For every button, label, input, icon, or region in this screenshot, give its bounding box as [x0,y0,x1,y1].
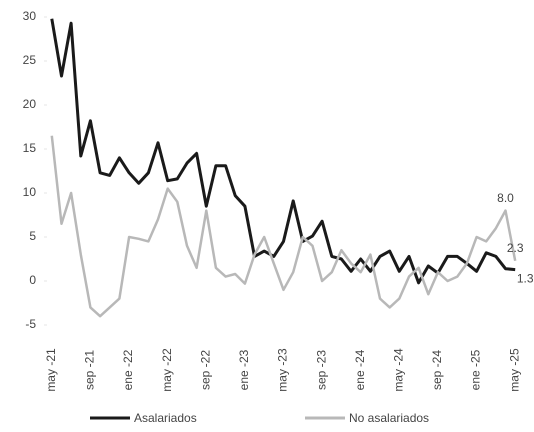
y-tick-label: 30 [23,9,37,23]
x-tick-label: may -23 [276,348,290,392]
x-tick-label: sep -22 [198,350,212,390]
legend-label: No asalariados [349,411,429,425]
series-line [50,18,516,285]
x-tick-label: may -22 [160,348,174,392]
legend-label: Asalariados [134,411,197,425]
y-tick-label: 15 [23,141,37,155]
data-label: 8.0 [497,191,514,205]
y-tick-label: 0 [29,273,36,287]
y-tick-label: 20 [23,97,37,111]
x-tick-label: sep -24 [430,350,444,390]
y-tick-label: 25 [23,53,37,67]
x-tick-label: ene -22 [121,349,135,390]
x-tick-label: may -21 [44,348,58,392]
data-label: 2.3 [507,241,524,255]
x-tick-label: ene -23 [237,349,251,390]
y-tick-label: -5 [25,317,36,331]
y-tick-label: 5 [29,229,36,243]
series-line [50,135,517,318]
data-label: 1.3 [517,272,534,286]
x-tick-label: ene -25 [469,349,483,390]
x-tick-label: may -24 [392,348,406,392]
x-tick-label: sep -21 [83,350,97,390]
x-tick-label: ene -24 [353,349,367,390]
x-tick-label: sep -23 [314,350,328,390]
y-tick-label: 10 [23,185,37,199]
x-tick-label: may -25 [507,348,521,392]
